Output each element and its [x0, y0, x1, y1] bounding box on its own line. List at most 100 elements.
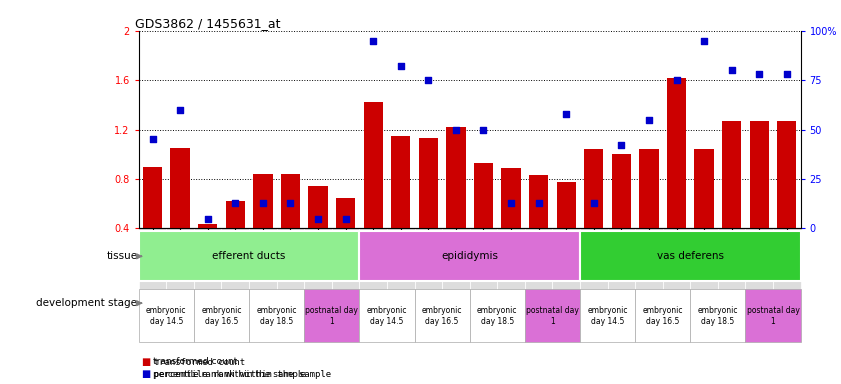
Point: [669, 77, 683, 83]
Bar: [194, 289, 249, 343]
Text: postnatal day
1: postnatal day 1: [305, 306, 358, 326]
Bar: [501, 168, 521, 228]
Bar: [139, 232, 359, 281]
Text: development stage: development stage: [36, 298, 137, 308]
Bar: [253, 174, 272, 228]
Bar: [304, 228, 332, 304]
Point: [201, 215, 214, 222]
Text: efferent ducts: efferent ducts: [213, 251, 286, 262]
Bar: [525, 228, 553, 304]
Bar: [221, 228, 249, 304]
Point: [229, 200, 242, 206]
Point: [339, 215, 352, 222]
Bar: [359, 228, 387, 304]
Bar: [249, 228, 277, 304]
Bar: [415, 289, 469, 343]
Point: [725, 67, 738, 73]
Text: embryonic
day 16.5: embryonic day 16.5: [643, 306, 683, 326]
Text: tissue: tissue: [106, 251, 137, 262]
Point: [311, 215, 325, 222]
Bar: [557, 182, 576, 228]
Bar: [584, 149, 604, 228]
Text: embryonic
day 16.5: embryonic day 16.5: [201, 306, 241, 326]
Bar: [415, 228, 442, 304]
Point: [559, 111, 573, 117]
Point: [394, 63, 408, 70]
Point: [615, 142, 628, 149]
Point: [697, 38, 711, 44]
Bar: [139, 289, 194, 343]
Bar: [690, 228, 718, 304]
Bar: [171, 148, 190, 228]
Point: [753, 71, 766, 77]
Text: embryonic
day 14.5: embryonic day 14.5: [146, 306, 187, 326]
Bar: [359, 232, 580, 281]
Bar: [497, 228, 525, 304]
Text: vas deferens: vas deferens: [657, 251, 724, 262]
Bar: [745, 228, 773, 304]
Point: [283, 200, 297, 206]
Bar: [773, 228, 801, 304]
Bar: [363, 103, 383, 228]
Text: epididymis: epididymis: [442, 251, 498, 262]
Bar: [332, 228, 359, 304]
Point: [505, 200, 518, 206]
Bar: [695, 149, 714, 228]
Bar: [690, 289, 745, 343]
Bar: [635, 228, 663, 304]
Bar: [281, 174, 300, 228]
Point: [587, 200, 600, 206]
Text: transformed count: transformed count: [153, 357, 237, 366]
Bar: [469, 289, 525, 343]
Bar: [277, 228, 304, 304]
Bar: [553, 228, 580, 304]
Bar: [745, 289, 801, 343]
Text: ■ transformed count: ■ transformed count: [143, 357, 245, 366]
Bar: [749, 121, 769, 228]
Bar: [722, 121, 741, 228]
Text: postnatal day
1: postnatal day 1: [526, 306, 579, 326]
Bar: [607, 228, 635, 304]
Text: ■: ■: [141, 357, 151, 367]
Bar: [139, 228, 167, 304]
Text: GDS3862 / 1455631_at: GDS3862 / 1455631_at: [135, 17, 281, 30]
Point: [421, 77, 435, 83]
Point: [477, 126, 490, 132]
Point: [449, 126, 463, 132]
Bar: [198, 223, 217, 228]
Bar: [718, 228, 745, 304]
Bar: [580, 232, 801, 281]
Bar: [225, 201, 245, 228]
Text: embryonic
day 18.5: embryonic day 18.5: [698, 306, 738, 326]
Bar: [663, 228, 690, 304]
Bar: [419, 138, 438, 228]
Text: postnatal day
1: postnatal day 1: [747, 306, 800, 326]
Bar: [442, 228, 469, 304]
Bar: [309, 187, 328, 228]
Bar: [194, 228, 221, 304]
Bar: [525, 289, 580, 343]
Bar: [143, 167, 162, 228]
Bar: [304, 289, 359, 343]
Point: [145, 136, 159, 142]
Point: [643, 117, 656, 123]
Bar: [639, 149, 659, 228]
Bar: [336, 198, 355, 228]
Point: [532, 200, 545, 206]
Text: percentile rank within the sample: percentile rank within the sample: [153, 370, 306, 379]
Bar: [473, 163, 493, 228]
Bar: [469, 228, 497, 304]
Text: ■ percentile rank within the sample: ■ percentile rank within the sample: [143, 370, 331, 379]
Bar: [667, 78, 686, 228]
Text: ■: ■: [141, 369, 151, 379]
Bar: [635, 289, 690, 343]
Text: embryonic
day 18.5: embryonic day 18.5: [257, 306, 297, 326]
Bar: [249, 289, 304, 343]
Bar: [529, 175, 548, 228]
Point: [780, 71, 794, 77]
Bar: [387, 228, 415, 304]
Bar: [611, 154, 631, 228]
Text: embryonic
day 18.5: embryonic day 18.5: [477, 306, 517, 326]
Bar: [580, 228, 607, 304]
Bar: [580, 289, 635, 343]
